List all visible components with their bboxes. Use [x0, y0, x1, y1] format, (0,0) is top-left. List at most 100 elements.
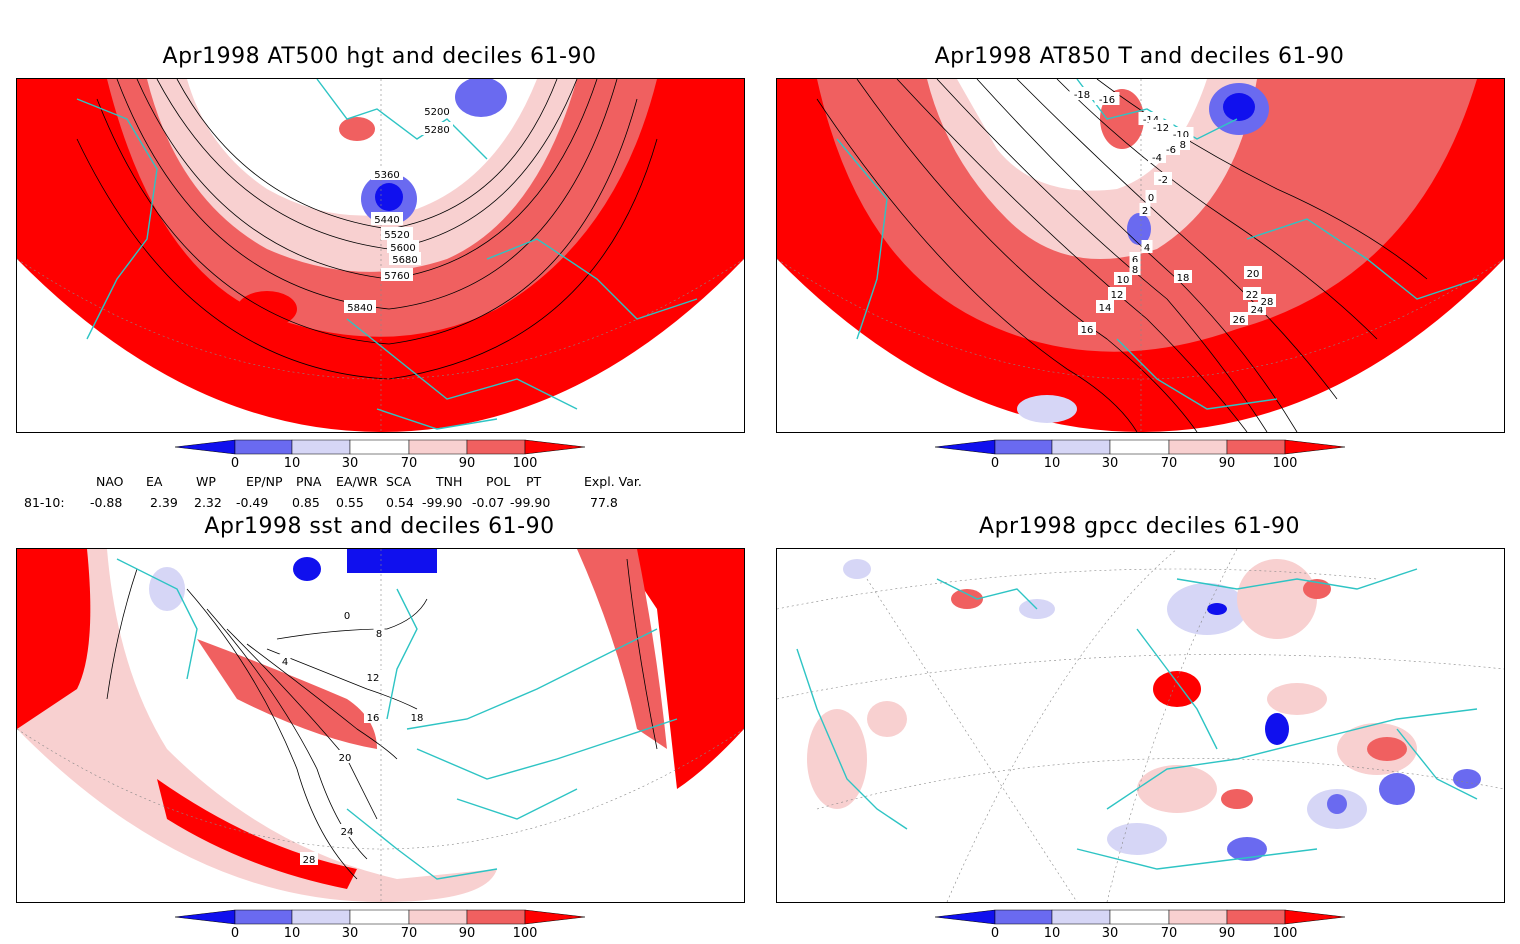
index-header: PNA: [296, 474, 322, 489]
contour-label: 5360: [374, 170, 399, 181]
contour-label-bg: [421, 104, 453, 117]
contour-label: 5760: [384, 271, 409, 282]
colorbar-tick-label: 0: [990, 926, 1000, 941]
contour-label-bg: [387, 240, 419, 253]
colorbar-swatch: [349, 909, 410, 925]
contour-label: 5200: [424, 107, 449, 118]
colorbar-tick-label: 0: [990, 456, 1000, 471]
colorbar-swatch: [1284, 439, 1345, 455]
colorbar-tick-label: 90: [458, 926, 476, 941]
contour-label: -4: [1152, 153, 1162, 164]
colorbar-swatch: [935, 439, 996, 455]
contour-label-bg: [1258, 294, 1276, 307]
contour-label: 18: [411, 713, 424, 724]
contour-label: 5440: [374, 215, 399, 226]
colorbar-tick-label: 0: [230, 456, 240, 471]
colorbar-swatch: [1168, 439, 1228, 455]
map-t850: -18-16-14-12-10-8-6-4-202468101214161820…: [776, 78, 1505, 433]
precip-deciles: [807, 559, 1481, 861]
index-header: NAO: [96, 474, 124, 489]
panel-title-t850: Apr1998 AT850 T and deciles 61-90: [934, 44, 1345, 69]
contour-label: 16: [367, 713, 380, 724]
panel-title-gpcc: Apr1998 gpcc deciles 61-90: [979, 514, 1300, 539]
contour-label: 8: [1132, 265, 1138, 276]
contour-label-bg: [1148, 120, 1174, 133]
contour-label: 0: [1148, 193, 1154, 204]
contour-label: 24: [341, 827, 354, 838]
contour-label: 10: [1117, 275, 1130, 286]
contour-label: 16: [1081, 325, 1094, 336]
contour-label: 26: [1233, 315, 1246, 326]
colorbar-swatch: [1226, 909, 1286, 925]
colorbar-swatch: [291, 439, 351, 455]
contour-label: 4: [1144, 243, 1150, 254]
contour-label: 8: [376, 629, 382, 640]
colorbar-tick-label: 100: [512, 926, 538, 941]
contour-label-bg: [408, 710, 426, 723]
contour-label-bg: [300, 852, 318, 865]
colorbar-tick-label: 90: [1218, 926, 1236, 941]
contour-label-bg: [344, 300, 376, 313]
colorbar-tick-label: 30: [341, 456, 359, 471]
index-header: EA/WR: [336, 474, 378, 489]
contour-label: -6: [1166, 145, 1176, 156]
colorbar-swatch: [408, 439, 468, 455]
contour-labels-t850: -18-16-14-12-10-8-6-4-202468101214161820…: [1069, 87, 1276, 336]
contour-label: 2: [1142, 206, 1148, 217]
index-value: -0.88: [90, 495, 123, 510]
contour-label: 0: [344, 611, 350, 622]
index-header: EP/NP: [246, 474, 283, 489]
index-value: 2.32: [194, 495, 222, 510]
index-value: 77.8: [590, 495, 618, 510]
colorbar-tick-label: 70: [400, 456, 418, 471]
contour-label-bg: [336, 750, 354, 763]
index-header: TNH: [436, 474, 463, 489]
contour-label-bg: [1108, 287, 1126, 300]
colorbar-swatch: [349, 439, 410, 455]
contour-label-bg: [371, 167, 403, 180]
contour-label: 24: [1251, 305, 1264, 316]
colorbar-tick-label: 30: [341, 926, 359, 941]
index-value: 0.54: [386, 495, 414, 510]
colorbar-swatch: [1051, 439, 1111, 455]
colorbar-swatches: [935, 909, 1345, 925]
contour-label-bg: [381, 268, 413, 281]
map-sst: 0 4 8 12 16 18 20 24 28: [16, 548, 745, 903]
colorbar-tick-label: 10: [1043, 926, 1061, 941]
map-hgt: 5200 5280 5360 5440 5520 5600 5680 5760 5840: [16, 78, 745, 433]
contour-label: -12: [1153, 123, 1169, 134]
colorbar-sst: 0 10 30 70 90 100: [175, 908, 585, 944]
contour-label: 18: [1177, 273, 1190, 284]
contour-label-bg: [1244, 266, 1262, 279]
contour-label-bg: [371, 212, 403, 225]
contour-label-bg: [389, 252, 421, 265]
contour-label-bg: [1069, 87, 1095, 100]
panel-title-hgt: Apr1998 AT500 hgt and deciles 61-90: [162, 44, 597, 69]
contour-label: 20: [1247, 269, 1260, 280]
contour-label: -18: [1074, 90, 1090, 101]
contour-labels-sst: 0 4 8 12 16 18 20 24 28: [279, 608, 426, 866]
contour-label: 5280: [424, 125, 449, 136]
colorbar-tick-label: 10: [283, 926, 301, 941]
contour-label-bg: [1162, 142, 1180, 155]
colorbar-swatch: [175, 439, 236, 455]
contour-label-bg: [1168, 127, 1194, 140]
colorbar-swatch: [466, 909, 526, 925]
contour-label: 12: [1111, 290, 1124, 301]
contour-label: 5520: [384, 230, 409, 241]
index-row-label: 81-10:: [24, 495, 65, 510]
colorbar-swatches: [935, 439, 1345, 455]
map-gpcc: [776, 548, 1505, 903]
contour-label-bg: [1141, 240, 1153, 253]
contour-label-bg: [1148, 150, 1166, 163]
colorbar-swatch: [524, 909, 585, 925]
colorbar-tick-label: 70: [400, 926, 418, 941]
index-value: 0.85: [292, 495, 320, 510]
colorbar-gpcc: 0 10 30 70 90 100: [935, 908, 1345, 944]
contour-label: 28: [1261, 297, 1274, 308]
contour-label: -10: [1173, 130, 1189, 141]
index-value: 2.39: [150, 495, 178, 510]
contour-label-bg: [1174, 270, 1192, 283]
index-value: 0.55: [336, 495, 364, 510]
colorbar-tick-label: 90: [458, 456, 476, 471]
